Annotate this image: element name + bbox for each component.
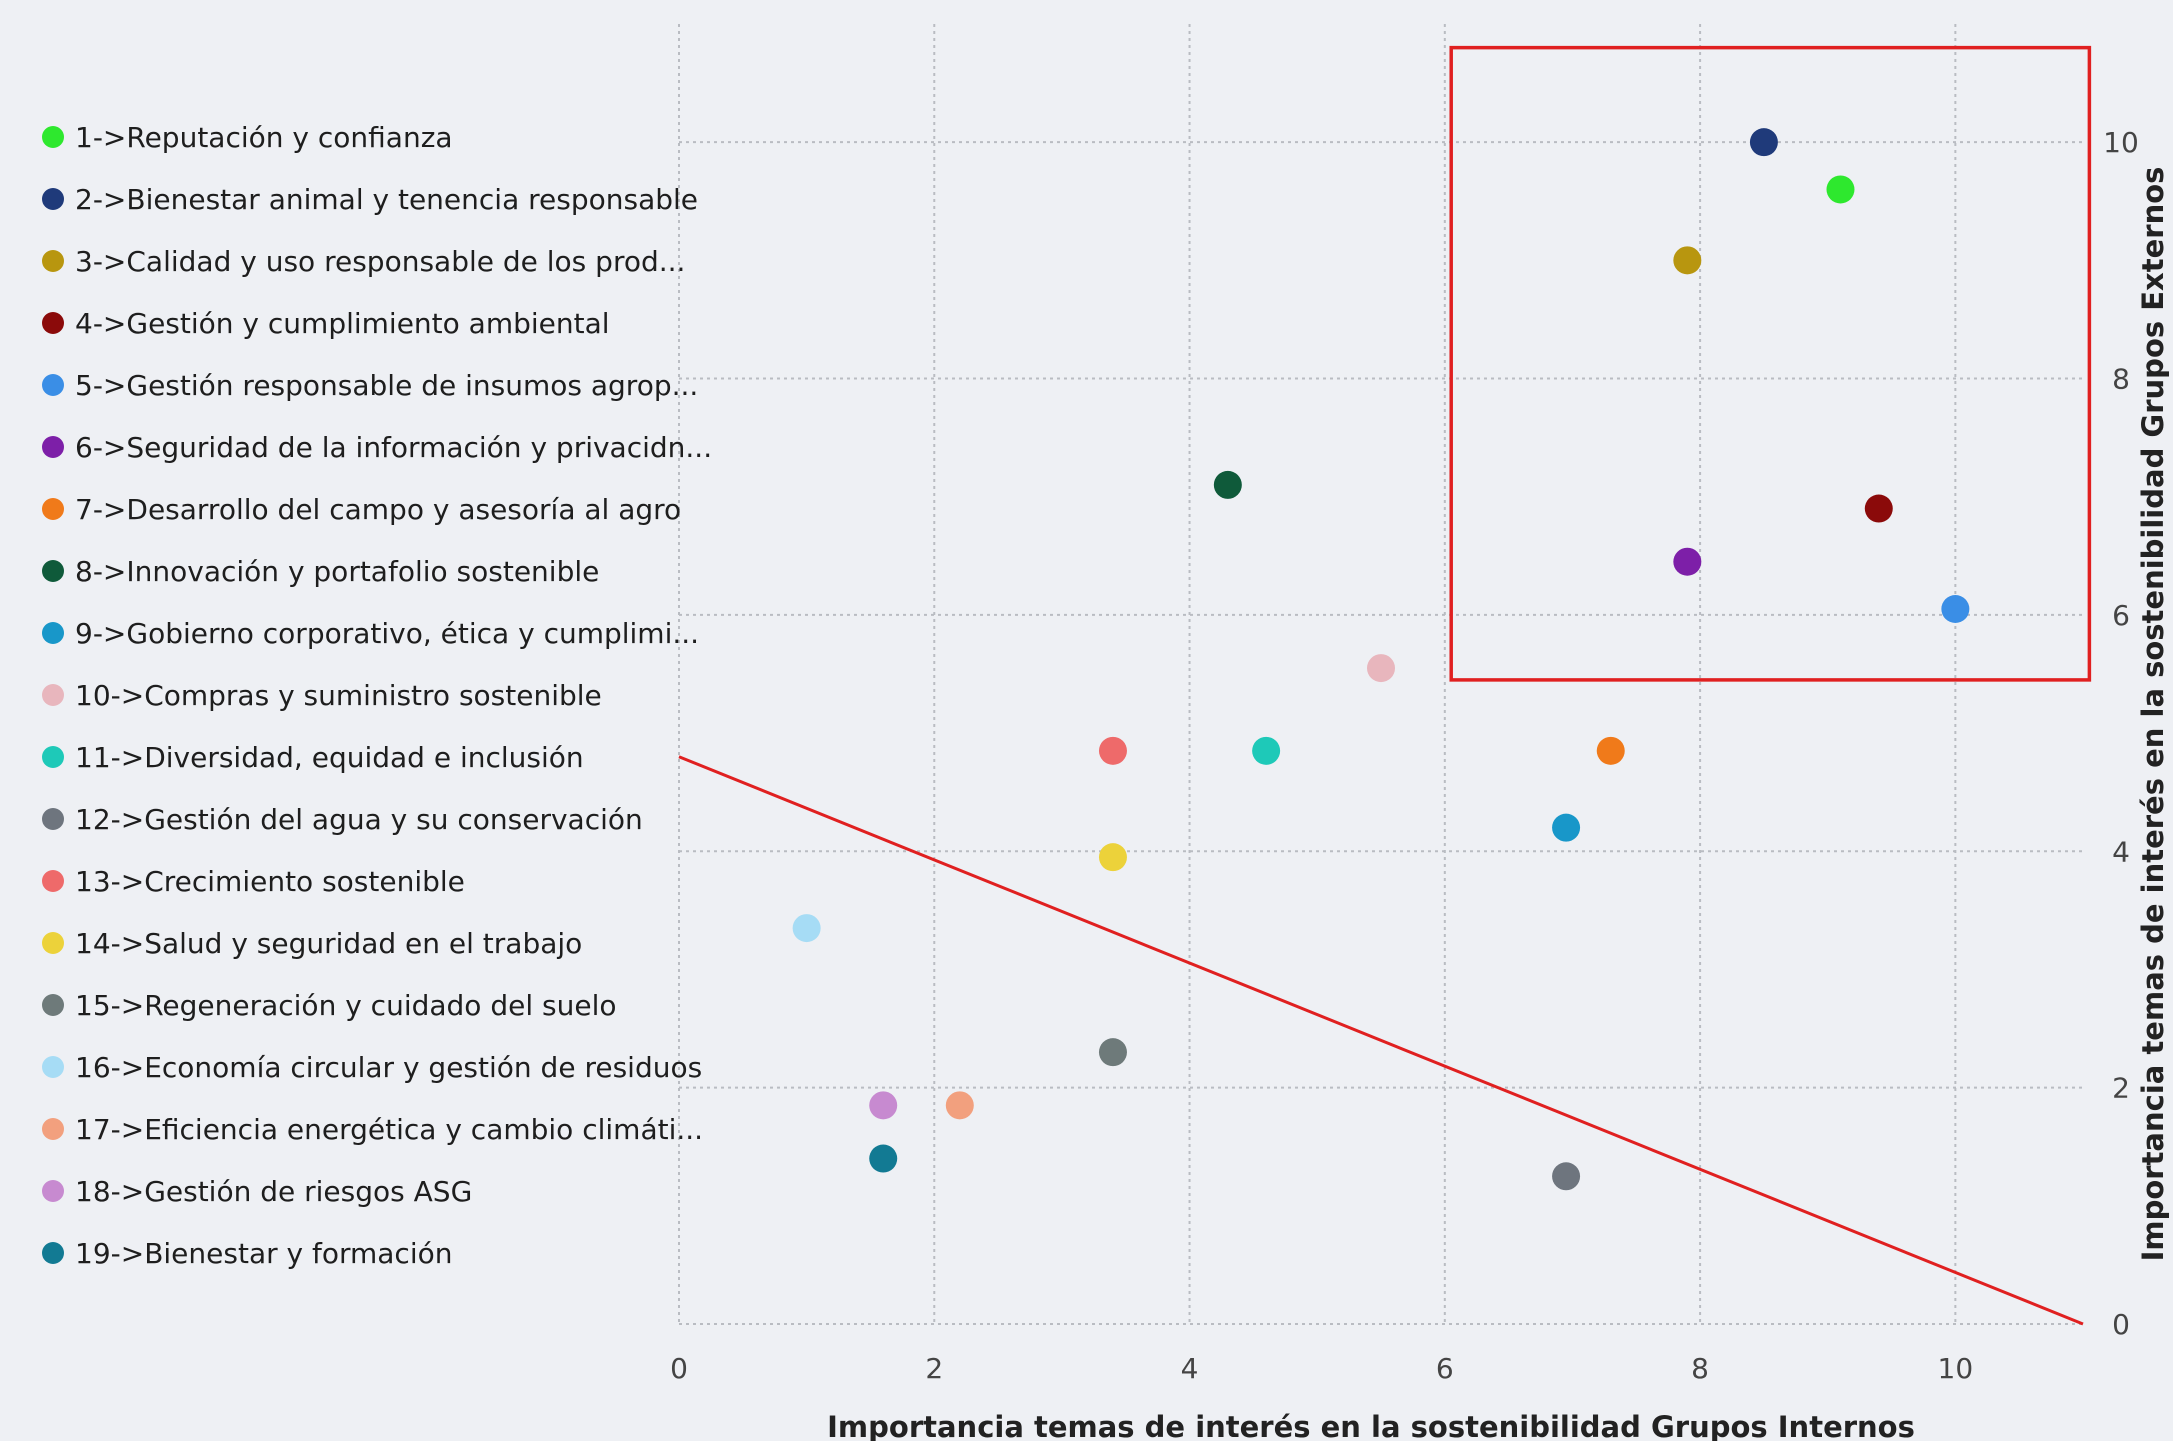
legend-marker [42,498,64,520]
data-point[interactable] [1673,246,1702,275]
legend-marker [42,250,64,272]
data-point[interactable] [792,914,821,943]
data-point[interactable] [945,1091,974,1120]
legend-marker [42,126,64,148]
legend-label: 18->Gestión de riesgos ASG [75,1175,472,1208]
data-point[interactable] [1673,547,1702,576]
data-point[interactable] [1552,1162,1581,1191]
legend-label: 8->Innovación y portafolio sostenible [75,555,599,588]
legend-label: 1->Reputación y confianza [75,121,453,154]
legend-label: 5->Gestión responsable de insumos agrop.… [75,369,698,402]
legend-label: 2->Bienestar animal y tenencia responsab… [75,183,698,216]
legend-marker [42,746,64,768]
y-tick-label: 2 [2112,1072,2130,1105]
legend-label: 13->Crecimiento sostenible [75,865,465,898]
legend-marker [42,622,64,644]
legend-label: 12->Gestión del agua y su conservación [75,803,643,836]
y-tick-label: 8 [2112,363,2130,396]
legend-marker [42,1180,64,1202]
data-point[interactable] [1098,1038,1127,1067]
legend-marker [42,1242,64,1264]
data-point[interactable] [869,1144,898,1173]
x-tick-label: 4 [1181,1352,1199,1385]
data-point[interactable] [1213,470,1242,499]
legend-label: 14->Salud y seguridad en el trabajo [75,927,582,960]
x-tick-label: 0 [670,1352,688,1385]
legend-marker [42,1056,64,1078]
legend-marker [42,684,64,706]
highlight-box [1449,45,2092,682]
legend-label: 10->Compras y suministro sostenible [75,679,602,712]
y-tick-label: 4 [2112,835,2130,868]
data-point[interactable] [1367,654,1395,683]
legend-label: 17->Eficiencia energética y cambio climá… [75,1113,703,1146]
x-axis-title: Importancia temas de interés en la soste… [827,1410,1915,1441]
legend-marker [42,312,64,334]
legend-label: 6->Seguridad de la información y privaci… [75,431,712,464]
legend-label: 15->Regeneración y cuidado del suelo [75,989,617,1022]
data-point[interactable] [1864,494,1893,523]
y-tick-label: 0 [2112,1308,2130,1341]
data-point[interactable] [1941,595,1970,623]
legend-marker [42,560,64,582]
legend-label: 16->Economía circular y gestión de resid… [75,1051,702,1084]
data-point[interactable] [1098,736,1127,765]
data-point[interactable] [1826,175,1855,204]
data-point[interactable] [869,1091,898,1120]
legend-marker [42,932,64,954]
legend-label: 11->Diversidad, equidad e inclusión [75,741,584,774]
x-tick-label: 2 [925,1352,943,1385]
data-point[interactable] [1749,128,1778,157]
legend-label: 3->Calidad y uso responsable de los prod… [75,245,685,278]
x-tick-label: 8 [1691,1352,1709,1385]
legend-marker [42,436,64,458]
y-axis-title: Importancia temas de interés en la soste… [2136,167,2170,1262]
legend-label: 19->Bienestar y formación [75,1237,452,1270]
data-point[interactable] [1252,736,1281,765]
legend-label: 4->Gestión y cumplimiento ambiental [75,307,610,340]
data-point[interactable] [1596,736,1625,765]
legend-label: 9->Gobierno corporativo, ética y cumplim… [75,617,699,650]
data-point[interactable] [1098,843,1127,872]
reference-line [678,755,2084,1326]
legend-marker [42,994,64,1016]
x-tick-label: 10 [1938,1352,1974,1385]
legend-marker [42,808,64,830]
y-tick-label: 6 [2112,599,2130,632]
x-tick-label: 6 [1436,1352,1454,1385]
y-tick-label: 10 [2103,126,2139,159]
legend-marker [42,1118,64,1140]
legend-marker [42,870,64,892]
legend-marker [42,374,64,396]
data-point[interactable] [1552,813,1581,842]
legend-label: 7->Desarrollo del campo y asesoría al ag… [75,493,681,526]
legend-marker [42,188,64,210]
